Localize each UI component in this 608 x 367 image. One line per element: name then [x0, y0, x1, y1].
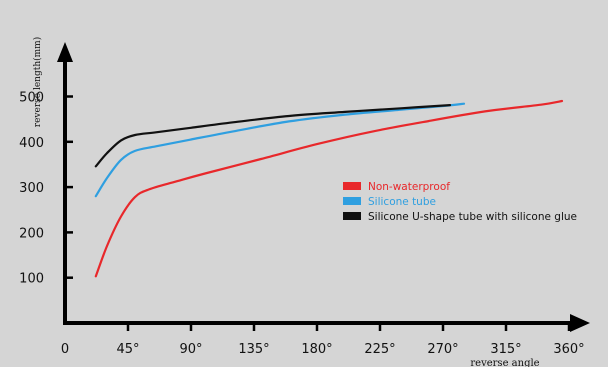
- x-tick-label: 270°: [427, 342, 458, 357]
- legend-swatch: [343, 197, 361, 205]
- y-axis-arrow-icon: [57, 42, 73, 62]
- y-tick-label: 100: [19, 272, 44, 287]
- x-tick-label: 360°: [553, 342, 584, 357]
- legend-swatch: [343, 212, 361, 220]
- x-tick-label: 180°: [301, 342, 332, 357]
- series-line-2: [94, 104, 452, 168]
- x-ticks: 0 45° 90° 135° 180° 225° 270° 315° 360°: [61, 323, 585, 357]
- y-ticks: 100 200 300 400 500: [19, 91, 73, 287]
- x-tick-label: 315°: [490, 342, 521, 357]
- y-tick-label: 200: [19, 226, 44, 241]
- x-tick-label: 90°: [179, 342, 202, 357]
- y-axis-title: reverse length(mm): [32, 37, 43, 127]
- legend-swatch: [343, 182, 361, 190]
- series-line-1: [94, 102, 466, 198]
- legend-label: Silicone tube: [368, 196, 436, 208]
- series-lines: [94, 99, 564, 278]
- legend: Non-waterproof Silicone tube Silicone U-sh…: [343, 181, 577, 223]
- x-axis-arrow-icon: [570, 314, 590, 332]
- y-tick-label: 400: [19, 136, 44, 151]
- series-line-0: [94, 99, 564, 278]
- x-tick-label: 225°: [364, 342, 395, 357]
- y-tick-label: 300: [19, 181, 44, 196]
- x-tick-label: 0: [61, 342, 69, 357]
- x-tick-label: 135°: [238, 342, 269, 357]
- x-tick-label: 45°: [116, 342, 139, 357]
- x-axis-title: reverse angle: [470, 358, 539, 367]
- legend-label: Silicone U-shape tube with silicone glue: [368, 211, 577, 223]
- legend-label: Non-waterproof: [368, 181, 450, 193]
- y-tick-label: 500: [19, 91, 44, 106]
